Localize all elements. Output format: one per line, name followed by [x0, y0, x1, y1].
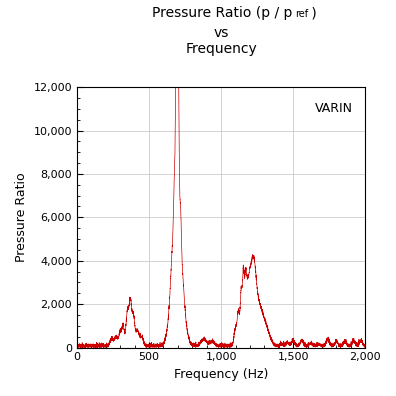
- Y-axis label: Pressure Ratio: Pressure Ratio: [15, 173, 28, 262]
- Text: VARIN: VARIN: [314, 102, 352, 115]
- Text: ref: ref: [295, 9, 308, 19]
- Text: Frequency: Frequency: [186, 42, 258, 56]
- Text: Pressure Ratio (p / p: Pressure Ratio (p / p: [152, 6, 292, 20]
- X-axis label: Frequency (Hz): Frequency (Hz): [174, 368, 268, 381]
- Text: vs: vs: [214, 26, 229, 40]
- Text: ): ): [307, 7, 317, 21]
